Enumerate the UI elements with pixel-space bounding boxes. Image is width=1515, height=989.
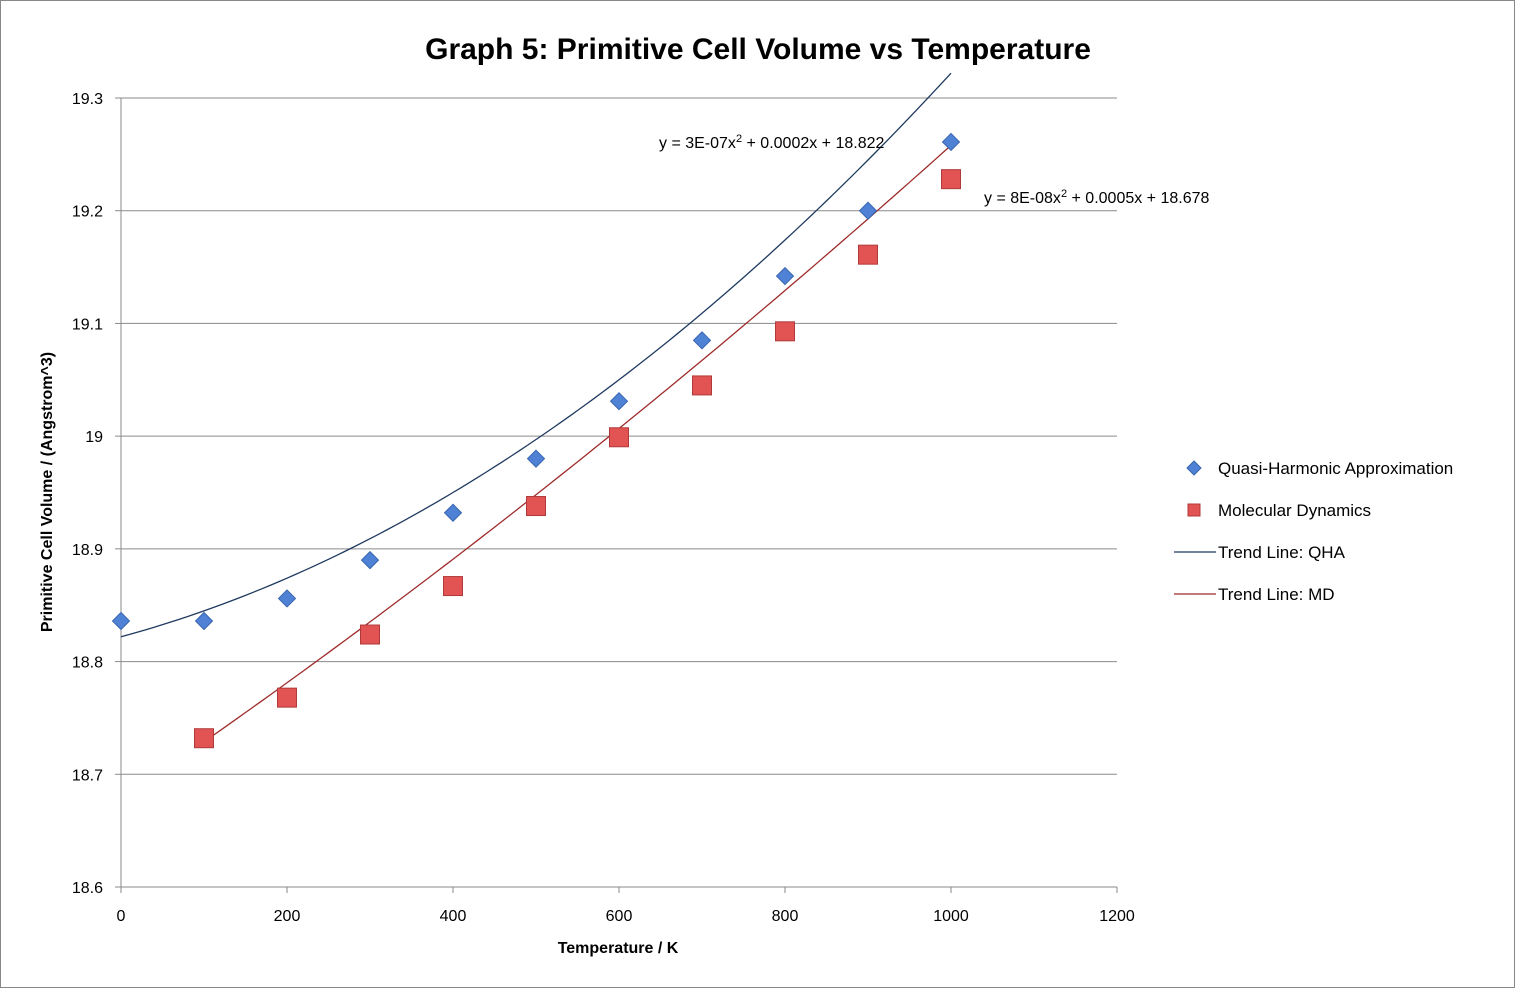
y-tick-label: 19.1 [72,316,103,333]
legend-square-icon [1187,503,1201,517]
md-data-point [360,624,380,645]
qha-data-point [194,611,214,631]
qha-data-point [858,201,878,220]
qha-data-point [526,449,546,468]
x-tick-label: 0 [117,908,126,925]
qha-equation-exponent: 2 [736,133,742,145]
trend-line-md [203,144,952,743]
qha-data-point [443,503,463,522]
md-data-point [941,169,961,190]
x-tick-label: 800 [772,908,799,925]
md-equation-exponent: 2 [1061,188,1067,200]
y-tick-label: 18.6 [72,880,103,897]
md-equation-rest: + 0.0005x + 18.678 [1067,190,1209,207]
y-tick-label: 18.8 [72,655,103,672]
x-tick-labels: 0 200 400 600 800 1000 1200 [117,908,1135,925]
legend-entry-trend-md: Trend Line: MD [1174,585,1335,604]
md-data-point [526,496,546,517]
md-equation-main: y = 8E-08x [984,190,1061,207]
legend-entry-qha: Quasi-Harmonic Approximation [1186,459,1453,478]
x-tick-label: 1200 [1099,908,1135,925]
y-tick-label: 18.9 [72,542,103,559]
trend-line-qha [120,72,952,638]
y-tick-label: 19.3 [72,91,103,108]
x-tick-label: 200 [274,908,301,925]
qha-data-point [692,331,712,350]
qha-equation-rest: + 0.0002x + 18.822 [742,135,884,152]
legend-label-trend-qha: Trend Line: QHA [1218,543,1346,562]
y-axis-label: Primitive Cell Volume / (Angstrom^3) [39,352,56,632]
qha-data-point [277,589,297,608]
md-data-point [277,687,297,708]
md-data-point [692,375,712,396]
qha-data-point [775,266,795,286]
legend-diamond-icon [1186,460,1202,476]
legend-entry-md: Molecular Dynamics [1187,501,1371,520]
y-tick-labels: 18.6 18.7 18.8 18.9 19 19.1 19.2 19.3 [72,91,103,897]
x-tick-label: 600 [606,908,633,925]
qha-data-point [941,132,961,152]
trend-lines [120,72,952,743]
md-data-point [775,321,795,342]
qha-data-point [360,550,380,570]
md-data-point [609,427,629,448]
legend-label-trend-md: Trend Line: MD [1218,585,1335,604]
md-data-point [858,244,878,265]
md-data-point [443,576,463,597]
qha-equation-main: y = 3E-07x [659,135,736,152]
qha-data-point [111,611,131,631]
data-markers [111,132,961,749]
y-tick-label: 18.7 [72,767,103,784]
x-tick-label: 1000 [933,908,969,925]
legend-label-qha: Quasi-Harmonic Approximation [1218,459,1453,478]
legend: Quasi-Harmonic Approximation Molecular D… [1174,459,1453,604]
legend-entry-trend-qha: Trend Line: QHA [1174,543,1346,562]
md-data-point [194,728,214,749]
md-trend-equation: y = 8E-08x2 + 0.0005x + 18.678 [984,188,1210,207]
x-tick-label: 400 [440,908,467,925]
qha-trend-equation: y = 3E-07x2 + 0.0002x + 18.822 [659,133,885,152]
legend-label-md: Molecular Dynamics [1218,501,1371,520]
qha-data-point [609,391,629,411]
y-tick-label: 19.2 [72,204,103,221]
axes [115,97,1118,893]
y-tick-label: 19 [85,429,103,446]
x-axis-label: Temperature / K [558,940,679,957]
chart-title: Graph 5: Primitive Cell Volume vs Temper… [425,33,1091,66]
grid-lines [121,97,1117,775]
